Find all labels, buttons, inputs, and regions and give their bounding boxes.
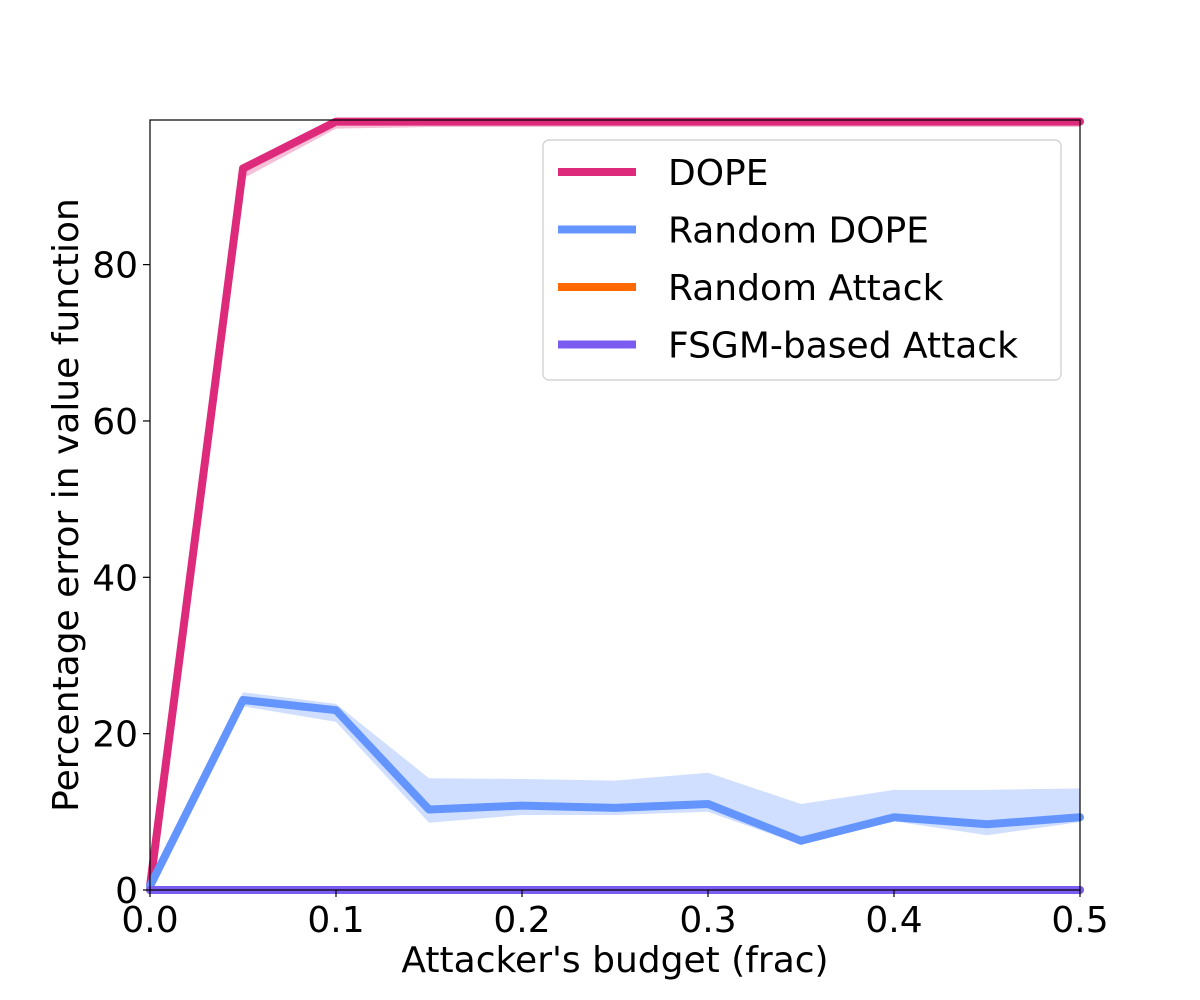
y-tick-label: 80 xyxy=(92,246,138,287)
y-tick-label: 20 xyxy=(92,715,138,756)
legend-label-random-dope: Random DOPE xyxy=(668,211,929,252)
legend-label-dope: DOPE xyxy=(668,153,769,194)
line-random-dope xyxy=(146,696,1084,891)
y-axis-ticks: 0 20 40 60 80 xyxy=(92,246,150,912)
legend-box xyxy=(542,139,1062,381)
x-axis-ticks: 0.0 0.1 0.2 0.3 0.4 0.5 xyxy=(121,890,1109,941)
y-tick-label: 60 xyxy=(92,402,138,443)
line-dope xyxy=(146,117,1084,891)
legend-label-random-attack: Random Attack xyxy=(668,268,944,309)
x-tick-label: 0.5 xyxy=(1051,900,1108,941)
y-axis-label: Percentage error in value function xyxy=(46,198,87,812)
plot-frame xyxy=(149,119,1081,891)
band-random-dope xyxy=(150,692,1080,887)
x-axis-label: Attacker's budget (frac) xyxy=(401,940,828,981)
legend: DOPE Random DOPE Random Attack FSGM-based A… xyxy=(542,139,1062,381)
legend-label-fsgm-based-attack: FSGM-based Attack xyxy=(668,326,1018,367)
confidence-bands xyxy=(150,120,1080,887)
y-tick-label: 0 xyxy=(115,871,138,912)
x-tick-label: 0.3 xyxy=(679,900,736,941)
x-tick-label: 0.1 xyxy=(307,900,364,941)
x-tick-label: 0.0 xyxy=(121,900,178,941)
y-tick-label: 40 xyxy=(92,558,138,599)
x-tick-label: 0.2 xyxy=(493,900,550,941)
x-tick-label: 0.4 xyxy=(865,900,922,941)
